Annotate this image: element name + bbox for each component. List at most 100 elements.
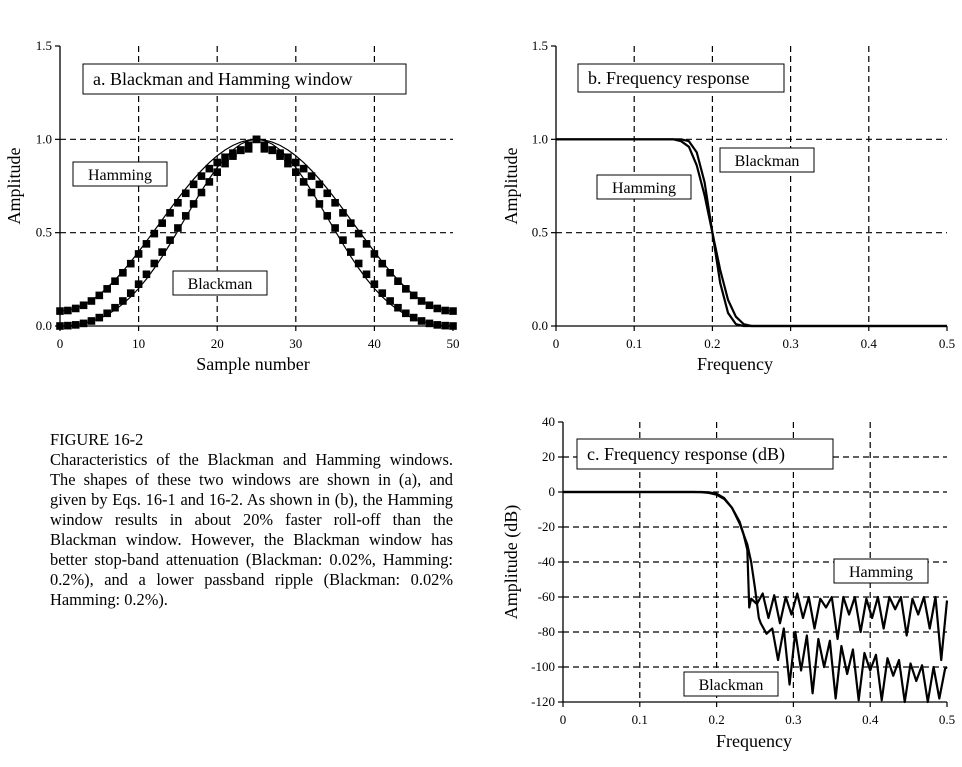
- y-tick-label: -100: [531, 659, 555, 674]
- data-point-blackman: [158, 248, 166, 256]
- y-tick-label: 0.0: [532, 318, 548, 333]
- y-tick-label: 0.0: [36, 318, 52, 333]
- caption-text: Characteristics of the Blackman and Hamm…: [50, 450, 453, 609]
- figure-caption: FIGURE 16-2 Characteristics of the Black…: [50, 430, 453, 610]
- x-tick-label: 0.3: [782, 336, 798, 351]
- data-point-hamming: [307, 172, 316, 180]
- data-point-blackman: [425, 319, 434, 328]
- data-point-blackman: [386, 297, 394, 305]
- data-point-hamming: [166, 209, 174, 217]
- x-tick-label: 0.3: [785, 712, 801, 727]
- data-point-blackman: [252, 135, 261, 144]
- data-point-hamming: [402, 285, 410, 293]
- data-point-hamming: [174, 199, 182, 207]
- data-point-blackman: [402, 309, 410, 318]
- data-point-blackman: [134, 280, 143, 288]
- data-point-blackman: [299, 178, 308, 186]
- data-point-blackman: [95, 313, 104, 322]
- x-tick-label: 0: [560, 712, 567, 727]
- chart-title-box: [577, 63, 785, 93]
- x-tick-label: 10: [132, 336, 145, 351]
- chart-title: b. Frequency response: [588, 68, 749, 88]
- data-point-hamming: [394, 277, 402, 285]
- data-point-hamming: [142, 240, 151, 248]
- data-point-blackman: [56, 322, 64, 330]
- y-tick-label: -20: [538, 519, 555, 534]
- data-point-blackman: [362, 270, 371, 279]
- x-tick-label: 0.5: [939, 336, 955, 351]
- y-tick-label: 1.0: [36, 131, 52, 146]
- chart-a: 0 10 20 30 40 50 0.0 0.5 1.0 1.5 Sample number Ampl…: [4, 38, 460, 374]
- data-point-blackman: [119, 297, 127, 305]
- data-point-hamming: [409, 291, 418, 300]
- data-point-blackman: [126, 289, 135, 297]
- data-point-hamming: [158, 219, 166, 227]
- data-point-hamming: [103, 285, 111, 293]
- data-point-hamming: [56, 307, 64, 315]
- data-point-hamming: [71, 304, 80, 313]
- series-label-hamming: Hamming: [88, 167, 152, 184]
- x-tick-label: 0.4: [862, 712, 879, 727]
- series-label-box: [683, 671, 779, 697]
- data-point-hamming: [64, 306, 72, 315]
- data-point-hamming: [386, 269, 394, 277]
- data-point-hamming: [370, 250, 379, 258]
- x-axis-label: Frequency: [716, 731, 792, 751]
- data-point-blackman: [284, 159, 292, 168]
- data-point-blackman: [370, 280, 379, 288]
- x-tick-label: 20: [211, 336, 224, 351]
- x-tick-label: 30: [289, 336, 302, 351]
- data-point-hamming: [315, 180, 324, 189]
- data-point-hamming: [126, 259, 135, 268]
- y-tick-label: 0: [549, 484, 556, 499]
- chart-title-box: [82, 63, 407, 95]
- data-point-blackman: [449, 322, 457, 330]
- data-point-blackman: [229, 152, 237, 160]
- data-point-blackman: [205, 178, 214, 186]
- x-tick-label: 0.4: [861, 336, 878, 351]
- data-point-hamming: [323, 189, 332, 198]
- data-point-blackman: [174, 224, 182, 232]
- chart-title: a. Blackman and Hamming window: [93, 69, 352, 89]
- data-point-hamming: [441, 306, 449, 315]
- data-point-blackman: [331, 224, 339, 232]
- data-point-blackman: [221, 159, 229, 168]
- data-point-blackman: [307, 188, 316, 197]
- series-label-blackman: Blackman: [699, 677, 764, 694]
- data-point-blackman: [339, 236, 347, 244]
- x-tick-label: 0.5: [939, 712, 955, 727]
- data-point-hamming: [331, 199, 339, 207]
- series-label-blackman: Blackman: [735, 153, 800, 170]
- data-point-blackman: [260, 141, 269, 150]
- y-tick-label: -40: [538, 554, 555, 569]
- data-point-blackman: [354, 259, 363, 268]
- data-point-hamming: [417, 297, 426, 305]
- data-point-hamming: [362, 240, 371, 248]
- data-point-blackman: [142, 270, 151, 279]
- y-tick-label: -120: [531, 694, 555, 709]
- y-axis-label: Amplitude: [501, 147, 521, 224]
- data-point-hamming: [111, 277, 119, 285]
- data-point-hamming: [425, 301, 434, 310]
- data-point-blackman: [236, 146, 245, 154]
- data-point-blackman: [323, 212, 332, 220]
- data-point-hamming: [197, 172, 206, 180]
- series-label-hamming: Hamming: [849, 564, 913, 581]
- series-label-box: [719, 147, 815, 173]
- data-point-hamming: [213, 158, 221, 167]
- data-point-blackman: [103, 309, 111, 318]
- data-point-hamming: [189, 180, 198, 189]
- data-point-blackman: [244, 141, 253, 150]
- data-point-hamming: [339, 209, 347, 217]
- series-label-box: [596, 174, 692, 200]
- data-point-hamming: [292, 158, 300, 167]
- series-line-blackman: [563, 490, 948, 704]
- data-point-blackman: [150, 259, 159, 268]
- series-label-box: [172, 270, 268, 296]
- chart-title-box: [576, 438, 834, 470]
- y-axis-label: Amplitude: [4, 147, 24, 224]
- data-point-blackman: [409, 313, 418, 322]
- x-tick-label: 0.1: [626, 336, 642, 351]
- data-point-hamming: [119, 269, 127, 277]
- series-label-box: [72, 161, 168, 187]
